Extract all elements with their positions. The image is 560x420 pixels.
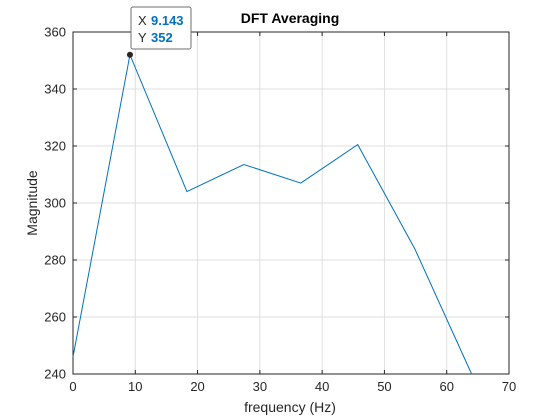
- x-tick-label: 30: [253, 379, 267, 394]
- y-tick-label: 360: [44, 25, 66, 40]
- data-point: [243, 164, 244, 165]
- y-tick-label: 340: [44, 82, 66, 97]
- y-tick-label: 300: [44, 196, 66, 211]
- data-point: [186, 191, 187, 192]
- data-tip-box: [130, 6, 192, 50]
- data-point: [300, 182, 301, 183]
- y-tick-label: 320: [44, 139, 66, 154]
- data-tip-marker: [126, 51, 133, 58]
- x-tick-label: 40: [315, 379, 329, 394]
- chart-title: DFT Averaging: [241, 10, 340, 26]
- y-tick-label: 260: [44, 310, 66, 325]
- data-tip-x-key: X: [138, 13, 147, 28]
- x-tick-label: 50: [377, 379, 391, 394]
- y-axis-label: Magnitude: [24, 170, 40, 236]
- y-tick-label: 280: [44, 253, 66, 268]
- data-point: [414, 248, 415, 249]
- data-point: [471, 373, 472, 374]
- data-tip-y-key: Y: [138, 30, 147, 45]
- series-line: [72, 53, 473, 375]
- y-axis: 240 260 280 300 320 340 360: [44, 25, 509, 382]
- x-tick-label: 10: [128, 379, 142, 394]
- x-tick-label: 20: [190, 379, 204, 394]
- x-axis-label: frequency (Hz): [244, 399, 336, 415]
- data-tip-y-value: 352: [151, 30, 173, 45]
- x-tick-label: 60: [439, 379, 453, 394]
- y-tick-label: 240: [44, 367, 66, 382]
- x-tick-label: 0: [69, 379, 76, 394]
- data-tip-x-value: 9.143: [151, 13, 184, 28]
- data-point: [357, 144, 358, 145]
- data-point: [72, 356, 73, 357]
- data-tip[interactable]: X 9.143 Y 352: [126, 6, 192, 58]
- series-group: [72, 53, 473, 375]
- x-tick-label: 70: [502, 379, 516, 394]
